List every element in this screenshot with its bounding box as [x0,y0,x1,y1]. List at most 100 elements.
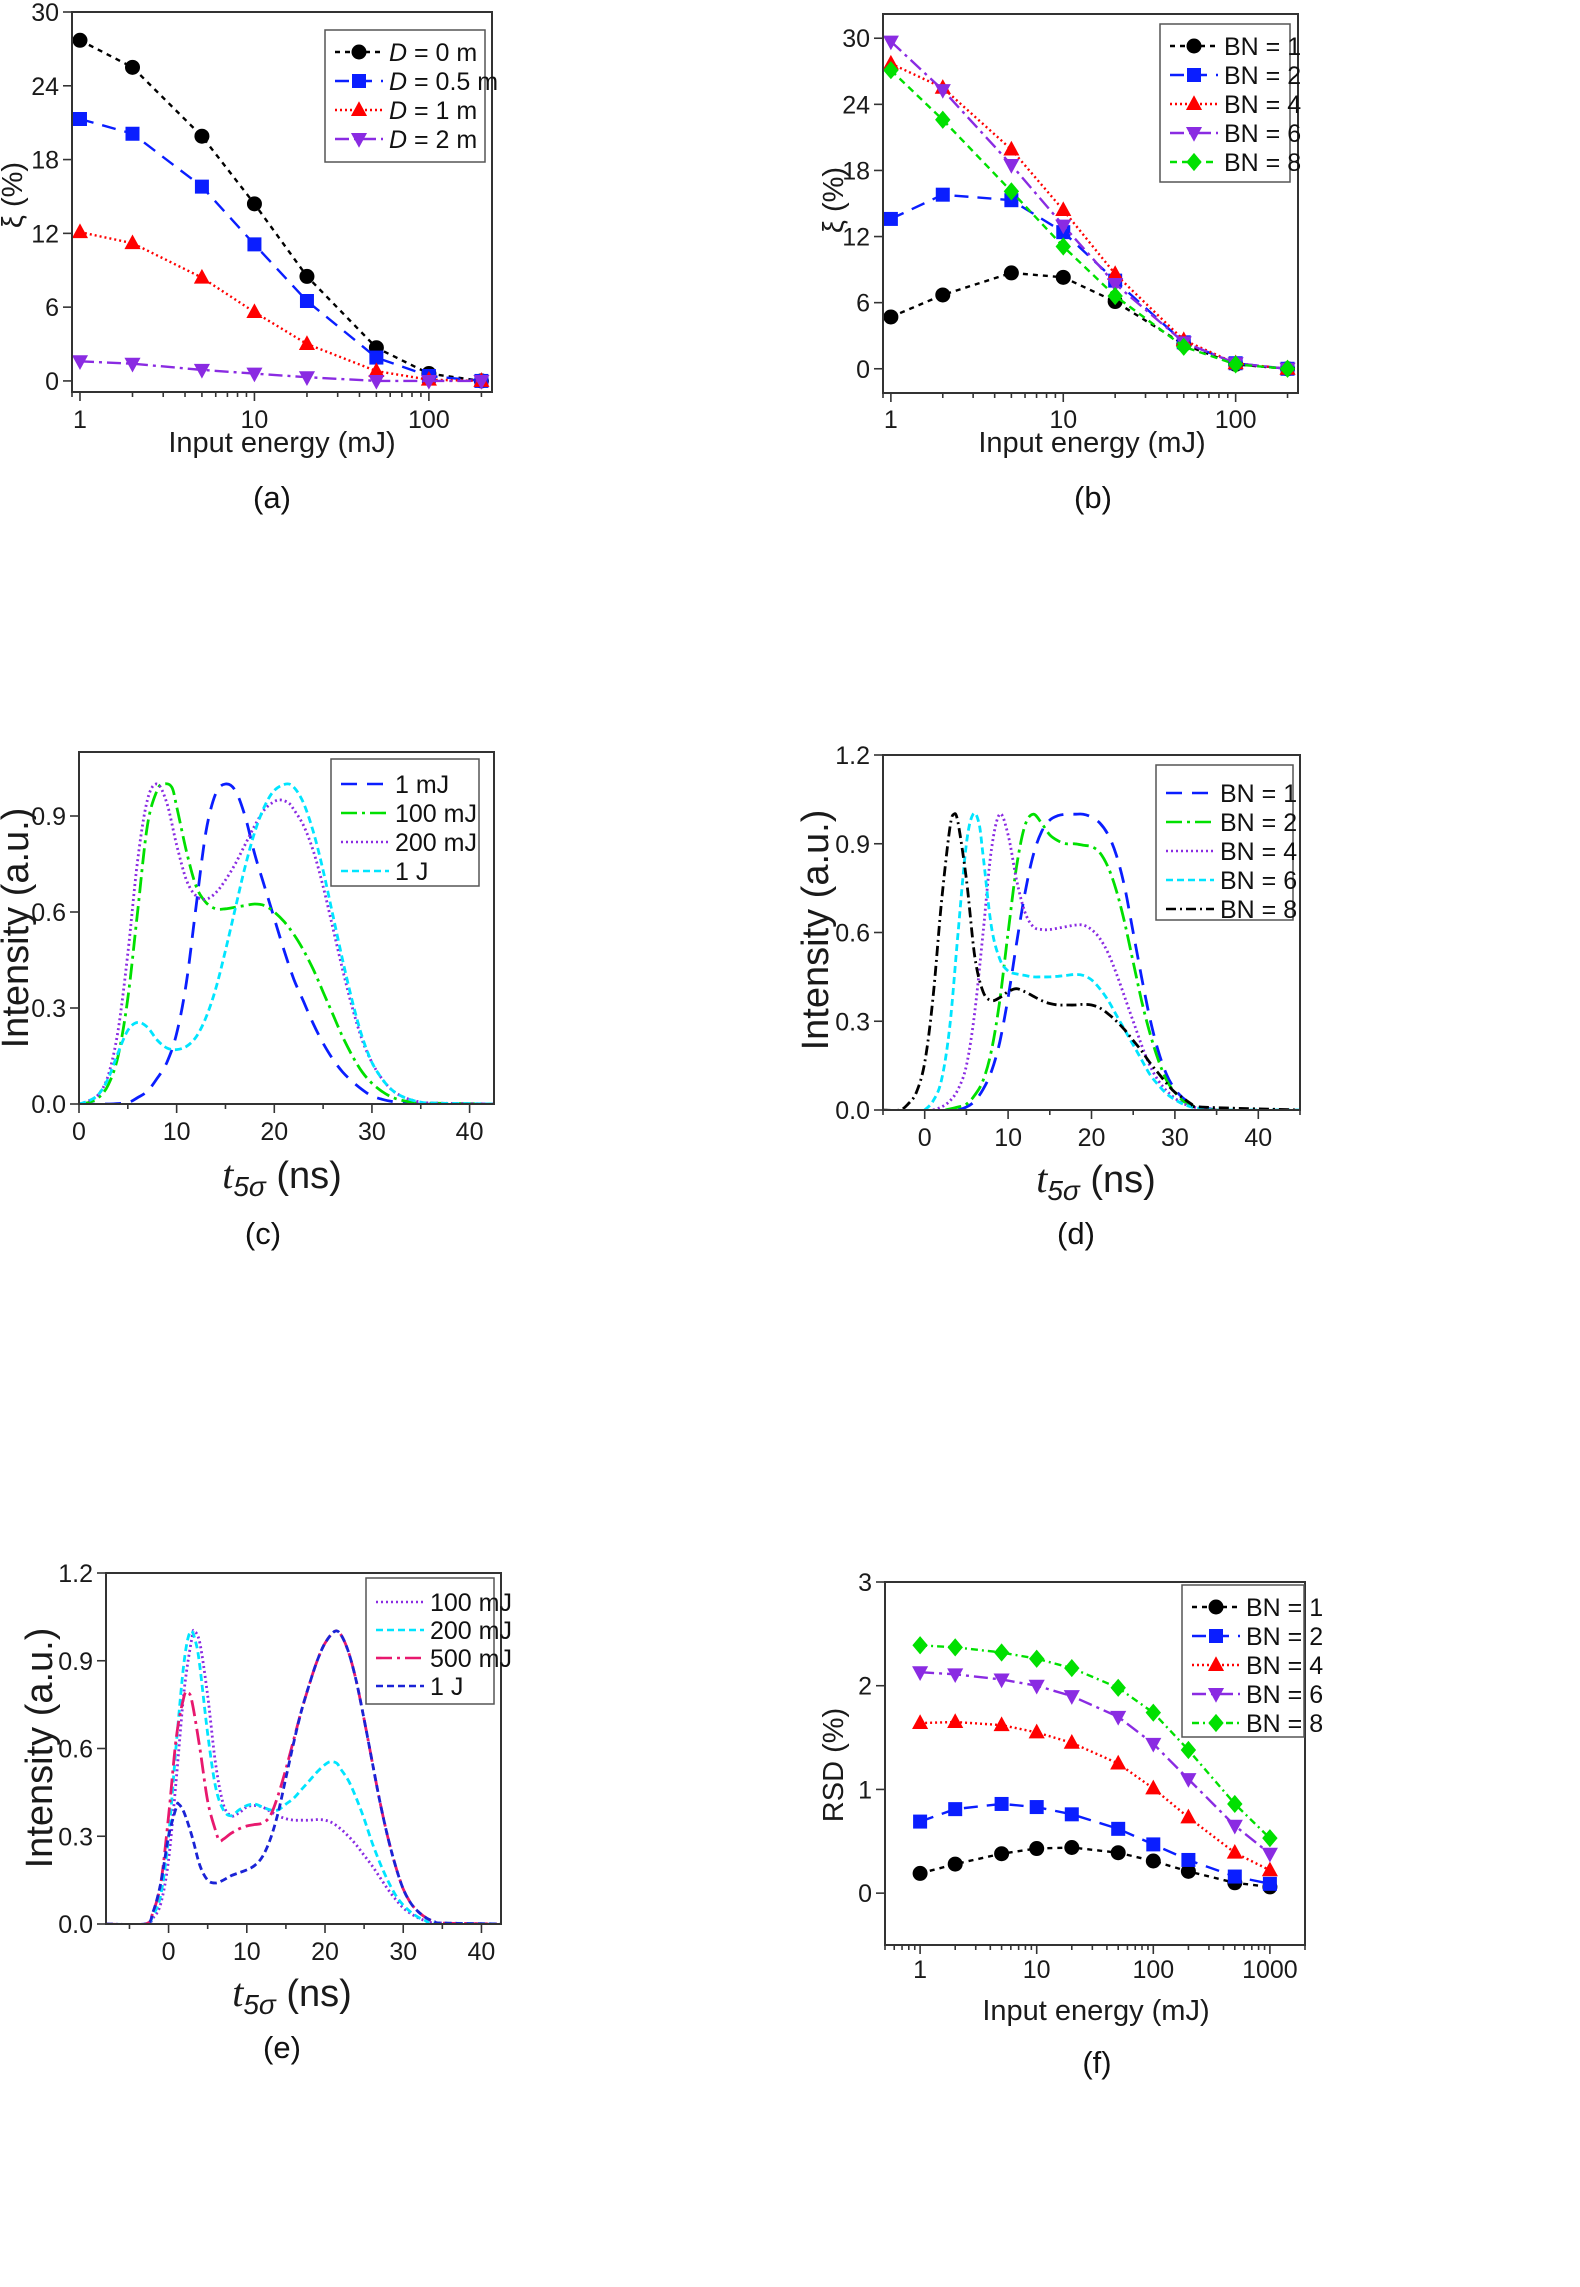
x-tick-label: 30 [389,1938,417,1966]
data-point [1028,1679,1045,1695]
y-tick-label: 12 [842,224,870,252]
legend-marker [350,133,368,148]
data-point [1028,1723,1045,1739]
x-tick-label: 1 [73,406,87,434]
data-point [124,357,141,373]
series-line-4 [923,811,1300,1110]
legend-label: BN = 8 [1224,149,1301,177]
data-point [947,1668,964,1684]
data-point [473,374,490,390]
plot-area [106,1628,501,1924]
legend-label: 100 mJ [395,800,477,828]
y-axis-title: Intensity (a.u.) [19,1628,61,1869]
data-point [1111,1821,1126,1836]
data-point [994,1846,1010,1862]
legend-marker [351,44,367,60]
y-tick-label: 24 [31,73,59,101]
x-tick-label: 10 [233,1938,261,1966]
data-point [1180,1773,1197,1788]
legend-marker [352,74,366,88]
legend-marker [1208,1713,1224,1733]
x-axis-title: Input energy (mJ) [978,427,1205,459]
legend: BN = 1BN = 2BN = 4BN = 6BN = 8 [1155,764,1297,924]
plot-area [912,1636,1278,1895]
data-point [935,110,951,129]
data-point [994,1796,1009,1811]
series-line-4 [79,360,482,383]
data-point [1180,1740,1197,1760]
data-point [1226,1843,1243,1859]
data-point [883,211,898,226]
y-tick-label: 0.9 [31,803,66,831]
series-line-3 [79,230,482,383]
panel-label: (c) [245,1216,281,1251]
legend-label: D = 1 m [389,97,477,125]
legend-box [1155,764,1294,921]
data-point [1145,1779,1162,1795]
x-axis-title-sub: 5σ [1047,1175,1081,1206]
data-point [1145,1853,1161,1869]
data-point [369,350,384,365]
y-tick-label: 0.0 [835,1097,870,1125]
legend-label: D = 2 m [389,126,477,154]
data-point [1262,1876,1277,1891]
x-axis-title-unit: (ns) [276,1973,352,2015]
series-line-2 [919,1802,1271,1885]
data-point [1029,1649,1045,1668]
legend-label: BN = 2 [1246,1623,1323,1651]
data-point [1064,1658,1080,1678]
data-point [1261,1847,1278,1863]
data-point [1176,337,1192,356]
data-point [1261,1861,1278,1877]
legend-label-rest: = 0 m [407,39,477,67]
y-tick-label: 0.3 [58,1823,93,1851]
x-tick-label: 10 [163,1118,191,1146]
data-point [298,335,316,350]
legend-label-var: D [389,68,407,96]
legend-label-var: D [389,126,407,154]
data-point [1110,1754,1127,1770]
data-point [1110,1845,1126,1861]
data-point [1227,355,1244,374]
data-point [912,1714,929,1730]
legend-box [330,758,480,887]
y-tick-label: 2 [858,1673,872,1701]
legend-label: 1 J [430,1673,463,1701]
y-tick-label: 24 [842,91,870,119]
legend-marker [1186,38,1202,54]
legend-label-var: D [389,39,407,67]
y-axis-title: Intensity (a.u.) [795,810,837,1051]
legend-marker [1208,1599,1224,1615]
data-point [246,196,262,212]
x-tick-label: 20 [1078,1124,1106,1152]
series-line-1 [79,39,482,383]
data-point [368,362,385,378]
legend-box [1181,1584,1305,1738]
data-point [299,268,315,284]
x-axis-title: t5σ (ns) [222,1152,342,1202]
y-tick-label: 0.6 [31,899,66,927]
series-line-2 [79,782,494,1104]
y-tick-label: 0.6 [58,1736,93,1764]
data-point [1227,1794,1243,1814]
series-line-1 [957,812,1217,1110]
data-point [193,268,210,284]
series-line-1 [919,1846,1271,1889]
plot-area [883,35,1296,378]
x-tick-label: 1 [913,1956,927,1984]
x-axis-title: t5σ (ns) [1036,1156,1156,1206]
y-tick-label: 6 [45,294,59,322]
legend-marker [1185,95,1203,110]
data-point [1107,286,1123,306]
data-point [913,1814,928,1829]
data-point [1180,1808,1197,1824]
x-tick-label: 0 [918,1124,932,1152]
data-point [194,128,210,144]
data-point [912,1636,928,1655]
series-line-4 [106,1629,501,1924]
plot-frame [882,13,1299,394]
panel-label: (b) [1074,480,1112,515]
